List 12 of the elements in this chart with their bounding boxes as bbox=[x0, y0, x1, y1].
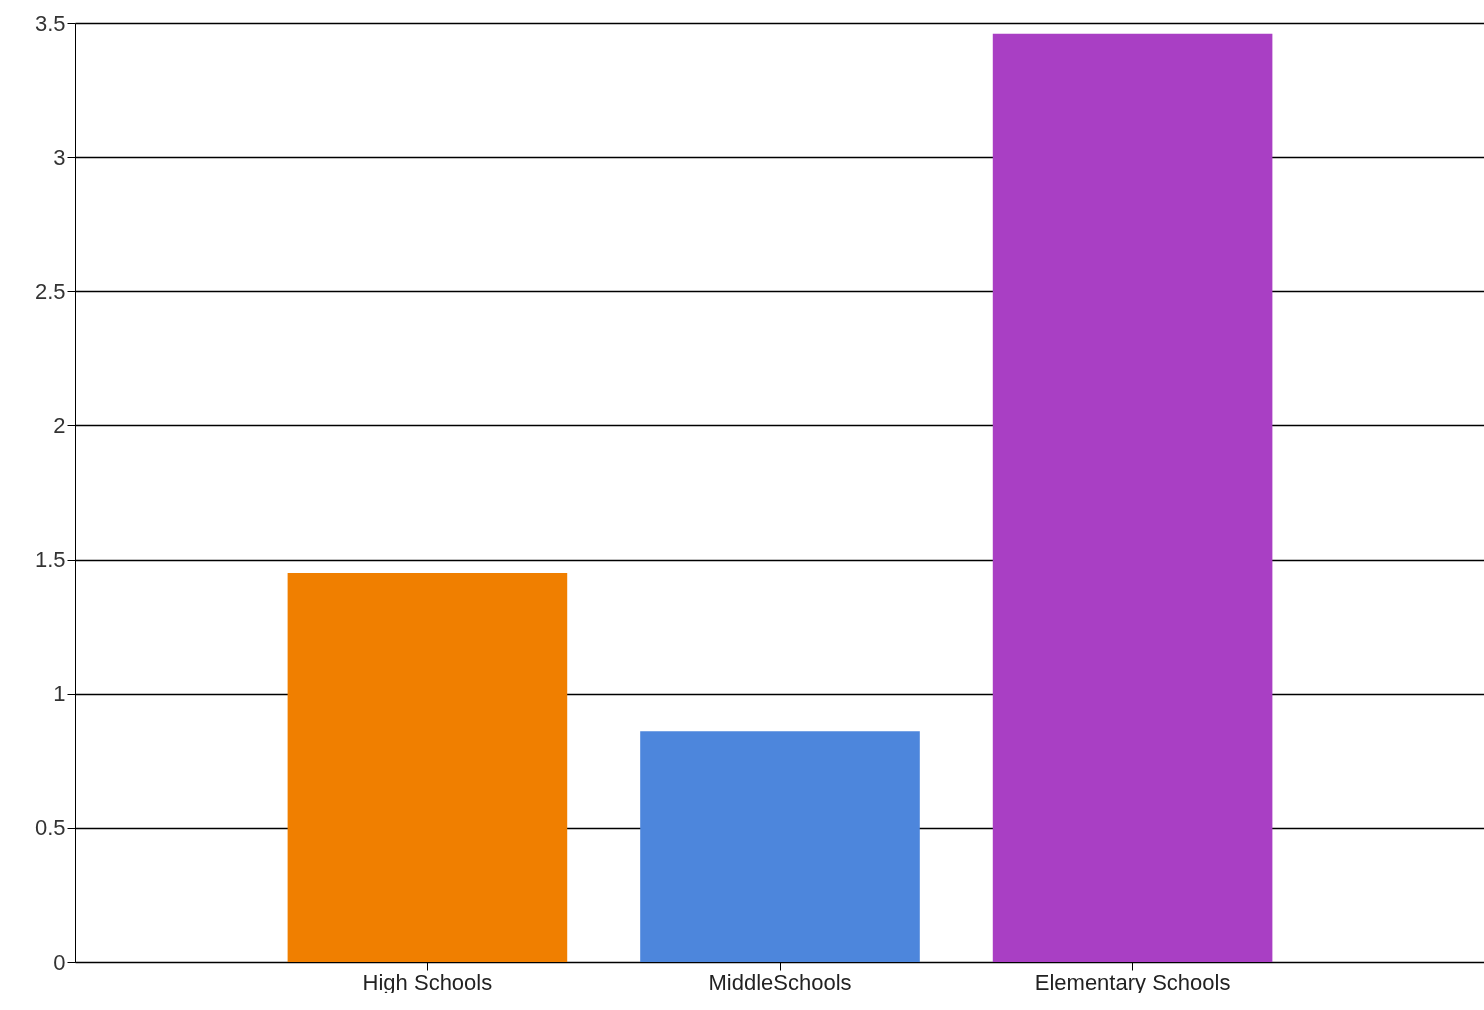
y-tick-label: 0.5 bbox=[34, 815, 66, 841]
y-tick-label: 3.5 bbox=[34, 10, 66, 36]
bar bbox=[992, 33, 1273, 962]
bar bbox=[640, 731, 920, 962]
bar bbox=[287, 572, 568, 962]
y-tick-label: 0 bbox=[53, 949, 66, 975]
y-tick-label: 2.5 bbox=[34, 278, 66, 304]
y-tick-label: 1 bbox=[53, 681, 66, 707]
y-tick-label: 2 bbox=[53, 412, 66, 438]
x-tick-label: MiddleSchools bbox=[708, 969, 852, 995]
y-tick-label: 3 bbox=[53, 144, 66, 170]
y-tick-label: 1.5 bbox=[34, 547, 66, 573]
